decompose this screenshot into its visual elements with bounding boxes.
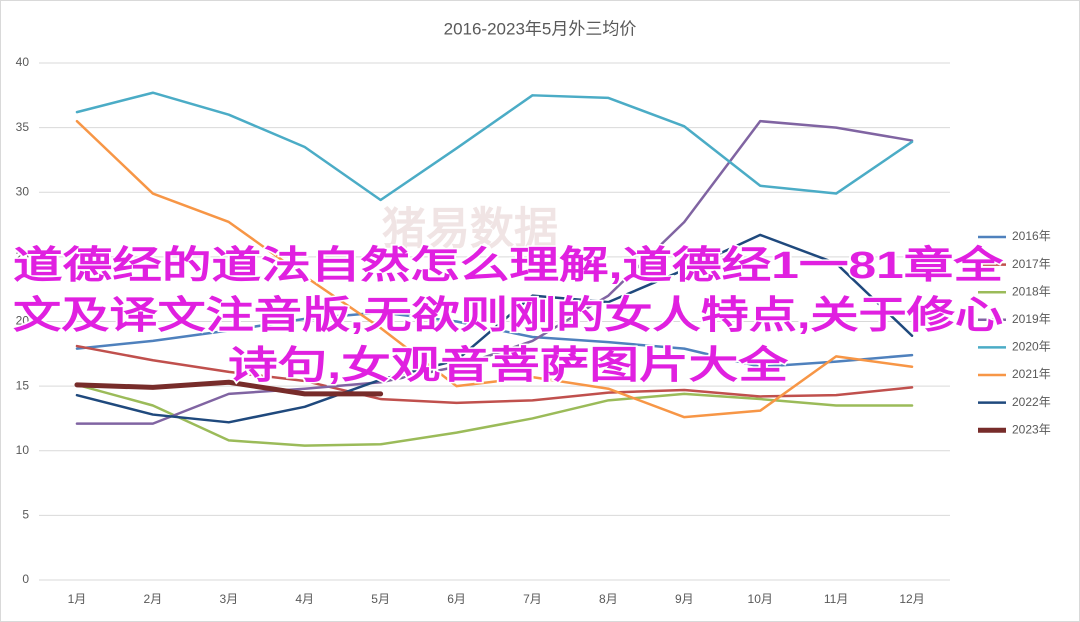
y-tick-label: 5 [22,508,29,522]
x-tick-label: 8月 [599,592,618,606]
legend-label: 2016年 [1012,229,1051,243]
y-tick-label: 40 [16,55,30,69]
x-tick-label: 6月 [447,592,466,606]
x-tick-label: 10月 [748,592,773,606]
y-tick-label: 10 [16,443,30,457]
overlay-text: 文及译文注音版,无欲则刚的女人特点,关于修心 [13,294,1003,337]
x-tick-label: 9月 [675,592,694,606]
x-tick-label: 11月 [824,592,848,606]
y-tick-label: 0 [22,572,29,586]
x-tick-label: 1月 [68,592,87,606]
series-line [74,379,384,397]
chart-title: 2016-2023年5月外三均价 [444,19,637,38]
y-tick-label: 25 [16,249,30,263]
y-tick-label: 15 [16,378,30,392]
series-line [75,233,914,424]
series-line [75,91,914,202]
x-tick-label: 5月 [371,592,390,606]
series-line [75,344,914,405]
legend-label: 2023年 [1012,422,1051,436]
series-line [75,119,914,419]
overlay-text: 诗句,女观音菩萨图片大全 [228,344,789,387]
legend-label: 2018年 [1012,284,1051,298]
y-tick-label: 20 [16,314,30,328]
x-tick-label: 2月 [144,592,163,606]
legend-label: 2020年 [1012,340,1051,354]
y-tick-label: 35 [16,120,30,134]
legend-label: 2019年 [1012,312,1051,326]
x-tick-label: 4月 [295,592,314,606]
x-tick-label: 7月 [523,592,542,606]
legend-label: 2017年 [1012,257,1051,271]
x-tick-label: 12月 [899,592,924,606]
overlay-text: 道德经的道法自然怎么理解,道德经1一81章全 [13,244,1004,287]
legend-label: 2021年 [1012,367,1051,381]
legend-label: 2022年 [1012,395,1051,409]
y-tick-label: 30 [16,184,30,198]
watermark: 猪易数据 [382,205,558,254]
x-tick-label: 3月 [219,592,238,606]
series-line [75,119,914,425]
